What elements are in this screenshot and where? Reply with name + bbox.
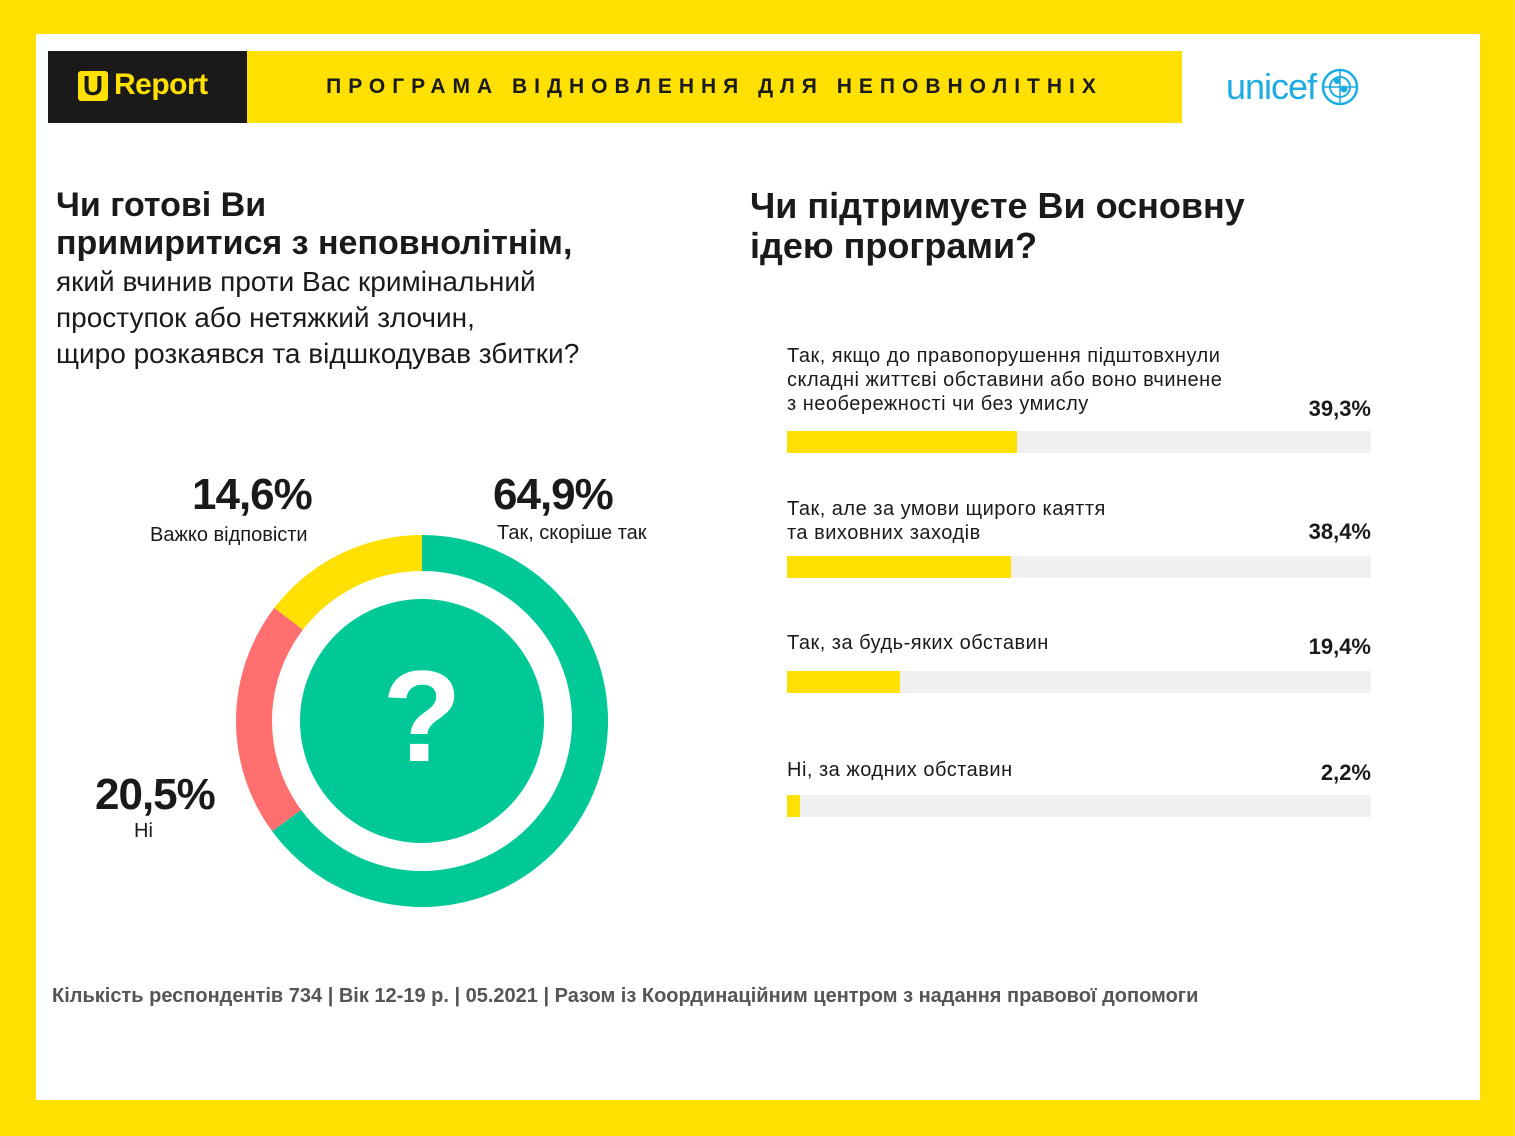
left-question: Чи готові Ви примиритися з неповнолітнім…: [56, 186, 696, 372]
slice-category-label: Важко відповісти: [150, 524, 308, 546]
bar-value-label: 19,4%: [1308, 634, 1371, 659]
footer-note: Кількість респондентів 734 | Вік 12-19 р…: [52, 985, 1199, 1007]
bar-value-label: 38,4%: [1308, 519, 1371, 544]
left-question-bold-2: примиритися з неповнолітнім,: [56, 224, 573, 262]
bar-category-label: Так, за будь-яких обставин: [787, 631, 1287, 655]
left-question-bold-1: Чи готові Ви: [56, 186, 267, 224]
bar-item: Так, якщо до правопорушення підштовхнули…: [787, 344, 1371, 454]
bar-category-line: Так, за будь-яких обставин: [787, 632, 1049, 654]
unicef-logo: unicef: [1226, 62, 1360, 112]
bar-category-line: Так, але за умови щирого каяття: [787, 498, 1106, 520]
ureport-word: Report: [114, 68, 208, 101]
bar-category-line: Так, якщо до правопорушення підштовхнули: [787, 345, 1221, 367]
bar-track: [787, 671, 1371, 693]
program-title: ПРОГРАМА ВІДНОВЛЕННЯ ДЛЯ НЕПОВНОЛІТНІХ: [326, 75, 1103, 98]
bar-item: Так, за будь-яких обставин 19,4%: [787, 631, 1371, 696]
slice-value-label: 14,6%: [192, 470, 313, 519]
left-question-line-1: який вчинив проти Вас кримінальний: [56, 266, 536, 297]
bar-value-label: 2,2%: [1320, 760, 1371, 785]
bar-track: [787, 556, 1371, 578]
bar-category-line: Ні, за жодних обставин: [787, 759, 1013, 781]
bar-category-line: та виховних заходів: [787, 522, 981, 544]
slice-value-label: 64,9%: [493, 470, 614, 519]
right-question-line-1: Чи підтримуєте Ви основну: [750, 185, 1245, 226]
ureport-logo: U Report: [48, 51, 247, 123]
bar-fill: [787, 556, 1012, 578]
bar-fill: [787, 671, 901, 693]
bar-category-line: з необережності чи без умислу: [787, 393, 1089, 415]
bar-category-label: Так, якщо до правопорушення підштовхнули…: [787, 344, 1287, 416]
bar-fill: [787, 431, 1017, 453]
bar-category-label: Так, але за умови щирого каяття та вихов…: [787, 497, 1287, 545]
right-question-line-2: ідею програми?: [750, 225, 1038, 266]
bar-track: [787, 431, 1371, 453]
bar-category-line: складні життєві обставини або воно вчине…: [787, 369, 1223, 391]
bar-fill: [787, 795, 800, 817]
bar-item: Ні, за жодних обставин 2,2%: [787, 758, 1371, 823]
unicef-emblem-icon: [1321, 68, 1359, 106]
bar-track: [787, 795, 1371, 817]
left-question-line-2: проступок або нетяжкий злочин,: [56, 302, 475, 333]
bar-item: Так, але за умови щирого каяття та вихов…: [787, 497, 1371, 582]
ureport-u-mark: U: [78, 71, 108, 101]
slice-category-label: Так, скоріше так: [497, 522, 647, 544]
unicef-wordmark: unicef: [1226, 66, 1317, 107]
right-question: Чи підтримуєте Ви основну ідею програми?: [750, 186, 1370, 266]
bar-category-label: Ні, за жодних обставин: [787, 758, 1287, 782]
slice-value-label: 20,5%: [95, 770, 216, 819]
left-question-line-3: щиро розкаявся та відшкодував збитки?: [56, 338, 580, 369]
slice-category-label: Ні: [134, 820, 153, 842]
bar-value-label: 39,3%: [1308, 396, 1371, 421]
